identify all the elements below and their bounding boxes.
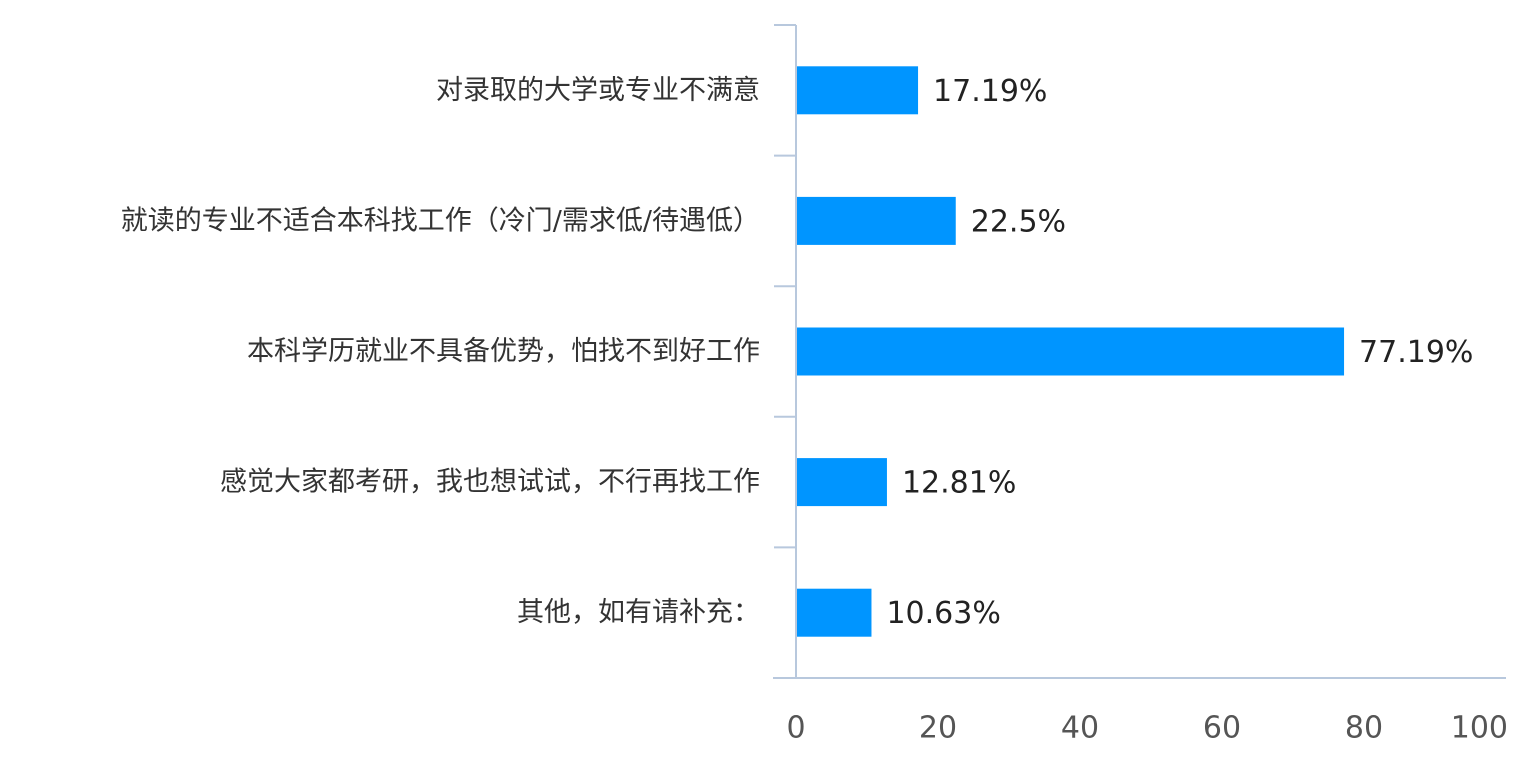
data-label: 17.19%: [933, 74, 1047, 109]
x-tick-label: 40: [1061, 711, 1099, 746]
data-label: 77.19%: [1359, 335, 1473, 370]
data-label: 10.63%: [886, 596, 1000, 631]
bar: [797, 66, 919, 115]
bar: [797, 196, 956, 245]
bar: [797, 327, 1345, 376]
data-label: 22.5%: [971, 204, 1066, 239]
x-tick-label: 20: [919, 711, 957, 746]
category-label: 感觉大家都考研，我也想试试，不行再找工作: [220, 467, 760, 498]
bar: [797, 588, 872, 637]
category-label: 本科学历就业不具备优势，怕找不到好工作: [247, 336, 760, 367]
bar: [797, 458, 887, 507]
category-label: 其他，如有请补充：: [517, 597, 760, 628]
x-tick-label: 100: [1451, 711, 1508, 746]
category-label: 就读的专业不适合本科找工作（冷门/需求低/待遇低）: [121, 205, 760, 236]
data-label: 12.81%: [902, 466, 1016, 501]
x-tick-label: 0: [786, 711, 805, 746]
x-tick-label: 60: [1203, 711, 1241, 746]
category-label: 对录取的大学或专业不满意: [436, 75, 760, 106]
x-tick-label: 80: [1345, 711, 1383, 746]
